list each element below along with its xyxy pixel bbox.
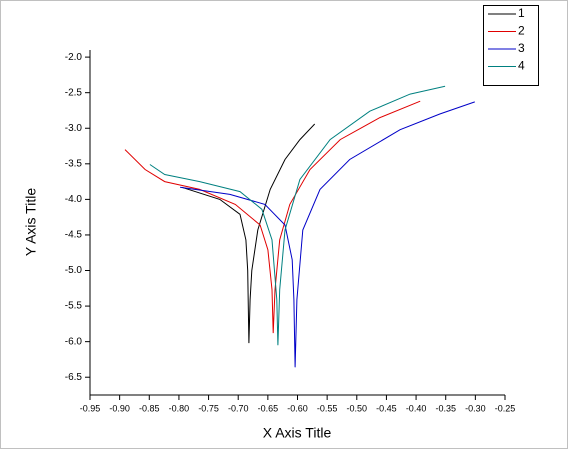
x-tick-label: -0.85: [139, 403, 160, 413]
y-tick-label: -6.5: [65, 372, 83, 383]
y-tick-label: -6.0: [65, 336, 83, 347]
legend-label: 4: [518, 59, 525, 73]
x-tick-label: -0.25: [495, 403, 516, 413]
x-tick-label: -0.40: [406, 403, 427, 413]
y-tick-label: -3.0: [65, 123, 83, 134]
x-tick-label: -0.70: [228, 403, 249, 413]
y-tick-label: -3.5: [65, 158, 83, 169]
x-tick-label: -0.60: [287, 403, 308, 413]
legend-label: 1: [518, 6, 525, 20]
x-tick-label: -0.95: [80, 403, 101, 413]
series-line: [181, 123, 316, 344]
y-tick-label: -4.5: [65, 230, 83, 241]
x-tick-label: -0.45: [376, 403, 397, 413]
legend-box: [483, 5, 539, 86]
series-line: [149, 85, 446, 346]
y-tick-label: -5.0: [65, 265, 83, 276]
x-tick-label: -0.55: [317, 403, 338, 413]
y-tick-label: -5.5: [65, 301, 83, 312]
series-line: [124, 100, 421, 334]
x-tick-label: -0.50: [347, 403, 368, 413]
x-tick-label: -0.75: [198, 403, 219, 413]
legend-label: 3: [518, 41, 525, 55]
x-tick-label: -0.35: [435, 403, 456, 413]
legend-label: 2: [518, 24, 525, 38]
y-tick-label: -2.5: [65, 87, 83, 98]
x-tick-label: -0.90: [109, 403, 130, 413]
y-tick-label: -4.0: [65, 194, 83, 205]
x-tick-label: -0.65: [258, 403, 279, 413]
x-tick-label: -0.30: [465, 403, 486, 413]
x-axis-title: X Axis Title: [263, 425, 332, 441]
x-tick-label: -0.80: [169, 403, 190, 413]
y-tick-label: -2.0: [65, 52, 83, 63]
y-axis-title: Y Axis Title: [23, 188, 39, 256]
series-line: [180, 101, 475, 368]
